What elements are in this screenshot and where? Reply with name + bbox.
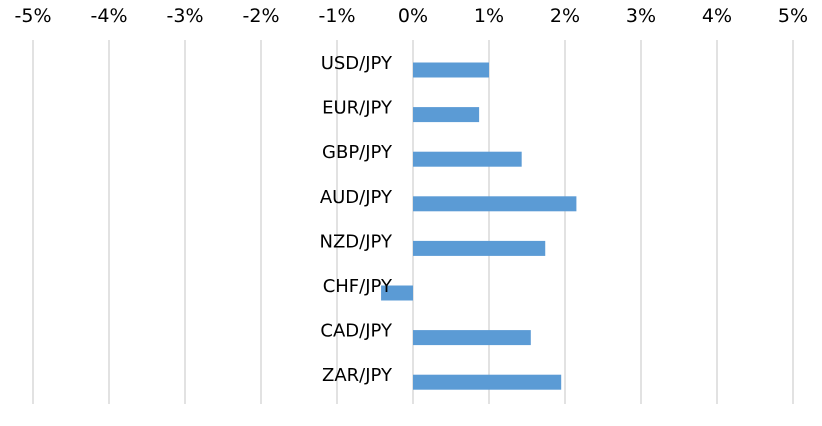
x-axis-ticks: -5% -4% -3% -2% -1% 0% 1% 2% 3% 4% 5% <box>15 5 809 27</box>
bar <box>413 62 489 78</box>
category-label: NZD/JPY <box>320 231 393 252</box>
x-tick-label: 0% <box>398 5 428 27</box>
bar <box>413 196 577 212</box>
x-tick-label: -5% <box>15 5 52 27</box>
bars <box>381 62 577 390</box>
bar <box>413 151 522 167</box>
category-label: EUR/JPY <box>322 98 393 119</box>
bar <box>413 107 480 123</box>
x-tick-label: -2% <box>243 5 280 27</box>
x-tick-label: 5% <box>778 5 808 27</box>
category-label: USD/JPY <box>321 53 393 74</box>
x-tick-label: -1% <box>319 5 356 27</box>
x-tick-label: 2% <box>550 5 580 27</box>
x-tick-label: 1% <box>474 5 504 27</box>
bar <box>381 285 413 301</box>
category-label: GBP/JPY <box>322 142 393 163</box>
x-tick-label: 3% <box>626 5 656 27</box>
gridlines <box>32 40 794 404</box>
bar <box>413 240 546 256</box>
category-label: ZAR/JPY <box>322 365 393 386</box>
bar <box>413 330 531 346</box>
category-label: AUD/JPY <box>320 187 393 208</box>
category-label: CHF/JPY <box>323 276 393 297</box>
x-tick-label: -3% <box>167 5 204 27</box>
x-tick-label: 4% <box>702 5 732 27</box>
category-label: CAD/JPY <box>320 321 393 342</box>
category-labels: USD/JPY EUR/JPY GBP/JPY AUD/JPY NZD/JPY CHF/J… <box>320 53 393 386</box>
x-tick-label: -4% <box>91 5 128 27</box>
bar <box>413 374 562 390</box>
